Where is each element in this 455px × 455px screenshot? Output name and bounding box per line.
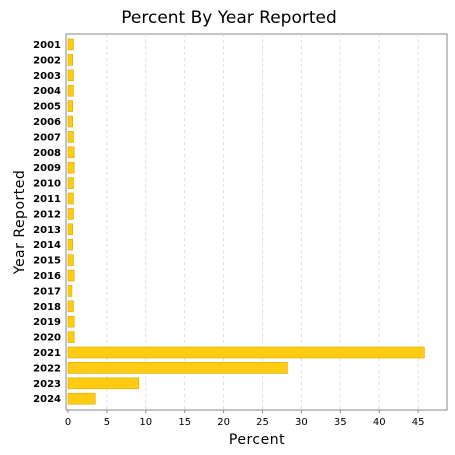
- bar-2004: [67, 84, 74, 97]
- bar-2017: [67, 285, 73, 297]
- x-ticks: 0 5 10 15 20 25 30 35 40 45: [65, 410, 425, 428]
- bar-2024: [67, 392, 96, 405]
- category-label: 2023: [33, 379, 61, 390]
- bar-2013: [67, 223, 73, 236]
- category-label: 2012: [33, 209, 61, 220]
- y-axis-label: Year Reported: [12, 170, 28, 276]
- category-label: 2018: [33, 302, 61, 313]
- category-label: 2014: [33, 240, 61, 251]
- bar-2021: [67, 346, 425, 359]
- x-tick-label: 0: [65, 417, 71, 428]
- category-label: 2004: [33, 86, 61, 97]
- bar-2015: [67, 254, 74, 266]
- x-tick-label: 5: [104, 417, 110, 428]
- bar-2012: [67, 208, 74, 220]
- x-tick-label: 15: [178, 417, 191, 428]
- bar-2023: [67, 377, 140, 390]
- bar-2003: [67, 69, 74, 82]
- category-label: 2003: [33, 71, 61, 82]
- bar-2009: [67, 161, 75, 174]
- category-label: 2009: [33, 163, 61, 174]
- bar-2008: [67, 146, 75, 159]
- x-axis-label: Percent: [229, 432, 285, 448]
- category-label: 2006: [33, 117, 61, 128]
- category-label: 2019: [33, 317, 61, 328]
- x-tick-label: 10: [139, 417, 152, 428]
- x-tick-label: 45: [412, 417, 425, 428]
- chart-title: Percent By Year Reported: [121, 8, 337, 28]
- category-label: 2005: [33, 102, 61, 113]
- bar-2014: [67, 238, 73, 251]
- category-label: 2015: [33, 256, 61, 267]
- category-label: 2013: [33, 225, 61, 236]
- category-label: 2002: [33, 55, 61, 66]
- category-label: 2024: [33, 394, 61, 405]
- category-label: 2001: [33, 40, 61, 51]
- bar-2010: [67, 177, 74, 189]
- bar-2006: [67, 115, 73, 128]
- category-label: 2011: [33, 194, 61, 205]
- x-tick-label: 40: [373, 417, 386, 428]
- x-tick-label: 30: [295, 417, 308, 428]
- bar-2002: [67, 54, 73, 66]
- category-label: 2017: [33, 286, 61, 297]
- bar-2020: [67, 331, 75, 343]
- bars: [67, 38, 425, 405]
- category-labels: 2001 2002 2003 2004 2005 2006 2007 2008 2009 2010…: [33, 40, 61, 405]
- x-tick-label: 20: [217, 417, 230, 428]
- category-label: 2022: [33, 363, 61, 374]
- bar-2001: [67, 38, 74, 51]
- category-label: 2008: [33, 148, 61, 159]
- bar-2016: [67, 269, 75, 282]
- x-tick-label: 35: [334, 417, 347, 428]
- category-label: 2007: [33, 132, 61, 143]
- category-label: 2010: [33, 179, 61, 190]
- bar-2022: [67, 362, 288, 374]
- x-tick-label: 25: [256, 417, 269, 428]
- bar-2019: [67, 315, 75, 328]
- bar-2011: [67, 192, 74, 205]
- category-label: 2016: [33, 271, 61, 282]
- category-label: 2021: [33, 348, 61, 359]
- bar-2007: [67, 131, 74, 143]
- bar-2018: [67, 300, 74, 313]
- bar-2005: [67, 100, 73, 112]
- category-label: 2020: [33, 333, 61, 344]
